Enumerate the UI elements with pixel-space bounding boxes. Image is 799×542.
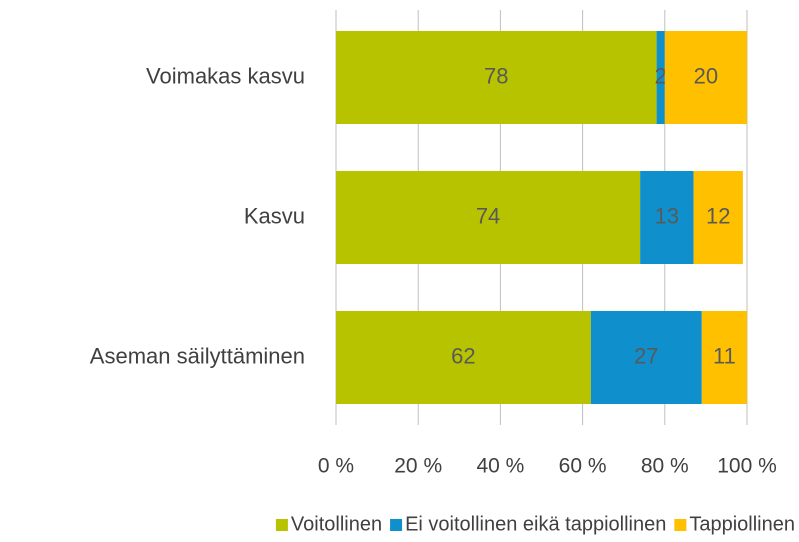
x-tick-label: 20 % — [394, 455, 442, 478]
data-label: 13 — [655, 203, 679, 228]
x-tick-label: 40 % — [476, 455, 524, 478]
legend-swatch — [390, 519, 403, 531]
bar-segment — [701, 311, 747, 404]
bar-segment — [656, 31, 665, 124]
data-label: 62 — [451, 343, 475, 368]
bar-segment — [336, 311, 591, 404]
data-label: 74 — [476, 203, 500, 228]
x-tick-label: 80 % — [641, 455, 689, 478]
legend-swatch — [674, 519, 687, 531]
legend-swatch — [275, 519, 288, 531]
data-label: 11 — [713, 343, 736, 368]
y-tick-label: Kasvu — [244, 203, 305, 228]
bar-segment — [336, 171, 641, 264]
legend-label: Tappiollinen — [689, 513, 795, 535]
data-label: 27 — [634, 343, 658, 368]
data-label: 78 — [484, 63, 508, 88]
bar-segment — [336, 31, 657, 124]
x-tick-label: 0 % — [318, 455, 354, 478]
x-tick-label: 100 % — [717, 455, 777, 478]
data-label: 2 — [655, 63, 667, 88]
x-tick-label: 60 % — [559, 455, 607, 478]
y-tick-label: Voimakas kasvu — [146, 63, 305, 88]
bar-segment — [590, 311, 702, 404]
y-tick-label: Aseman säilyttäminen — [90, 343, 305, 368]
bar-segment — [664, 31, 747, 124]
legend-label: Voitollinen — [291, 513, 382, 535]
legend-label: Ei voitollinen eikä tappiollinen — [405, 513, 666, 535]
bar-segment — [693, 171, 743, 264]
data-label: 12 — [706, 203, 730, 228]
data-label: 20 — [694, 63, 718, 88]
bar-segment — [640, 171, 694, 264]
